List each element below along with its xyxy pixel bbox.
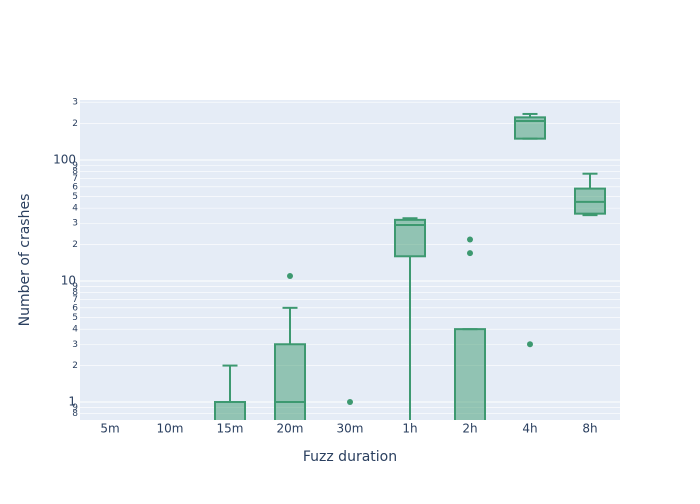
outlier (467, 250, 473, 257)
y-tick-label: 2 (72, 361, 78, 371)
y-tick-label: 7 (72, 174, 78, 184)
box-group (574, 172, 606, 217)
y-tick-label: 8 (72, 288, 78, 298)
y-tick-label: 4 (72, 204, 78, 214)
box-group (514, 112, 546, 348)
y-tick-label: 6 (72, 182, 78, 192)
box-group (454, 236, 486, 420)
box (214, 400, 246, 420)
y-axis-title: Number of crashes (17, 194, 33, 327)
plot-background (80, 100, 620, 420)
x-axis-title: Fuzz duration (303, 449, 397, 465)
y-tick-label: 6 (72, 303, 78, 313)
x-tick-label: 2h (462, 422, 477, 436)
y-tick-label: 9 (72, 282, 78, 292)
y-tick-label: 2 (72, 119, 78, 129)
x-tick-label: 1h (402, 422, 417, 436)
y-tick-label: 9 (72, 161, 78, 171)
y-tick-label: 2 (72, 240, 78, 250)
y-tick-label: 8 (72, 409, 78, 419)
outlier (347, 398, 353, 405)
y-tick-label: 1 (68, 394, 76, 408)
outlier (527, 341, 533, 348)
x-tick-label: 20m (277, 422, 304, 436)
box (454, 328, 486, 420)
box-group (274, 272, 306, 420)
x-tick-label: 4h (522, 422, 537, 436)
box (274, 343, 306, 420)
y-tick-label: 3 (72, 219, 78, 229)
y-tick-label: 100 (53, 152, 76, 166)
plot-area (214, 112, 606, 420)
x-tick-label: 5m (100, 422, 119, 436)
x-tick-label: 10m (157, 422, 184, 436)
y-tick-label: 3 (72, 98, 78, 108)
y-tick-label: 9 (72, 403, 78, 413)
y-tick-label: 10 (61, 273, 76, 287)
y-tick-label: 3 (72, 340, 78, 350)
y-tick-label: 8 (72, 167, 78, 177)
box-group (347, 398, 353, 405)
y-tick-label: 7 (72, 295, 78, 305)
y-tick-label: 5 (72, 192, 78, 202)
box (514, 116, 546, 140)
x-tick-label: 15m (217, 422, 244, 436)
box-group (394, 217, 426, 420)
outlier (287, 272, 293, 279)
y-tick-label: 4 (72, 325, 78, 335)
x-tick-label: 30m (337, 422, 364, 436)
y-tick-label: 5 (72, 313, 78, 323)
x-tick-label: 8h (582, 422, 597, 436)
outlier (467, 236, 473, 243)
box-group (214, 364, 246, 420)
